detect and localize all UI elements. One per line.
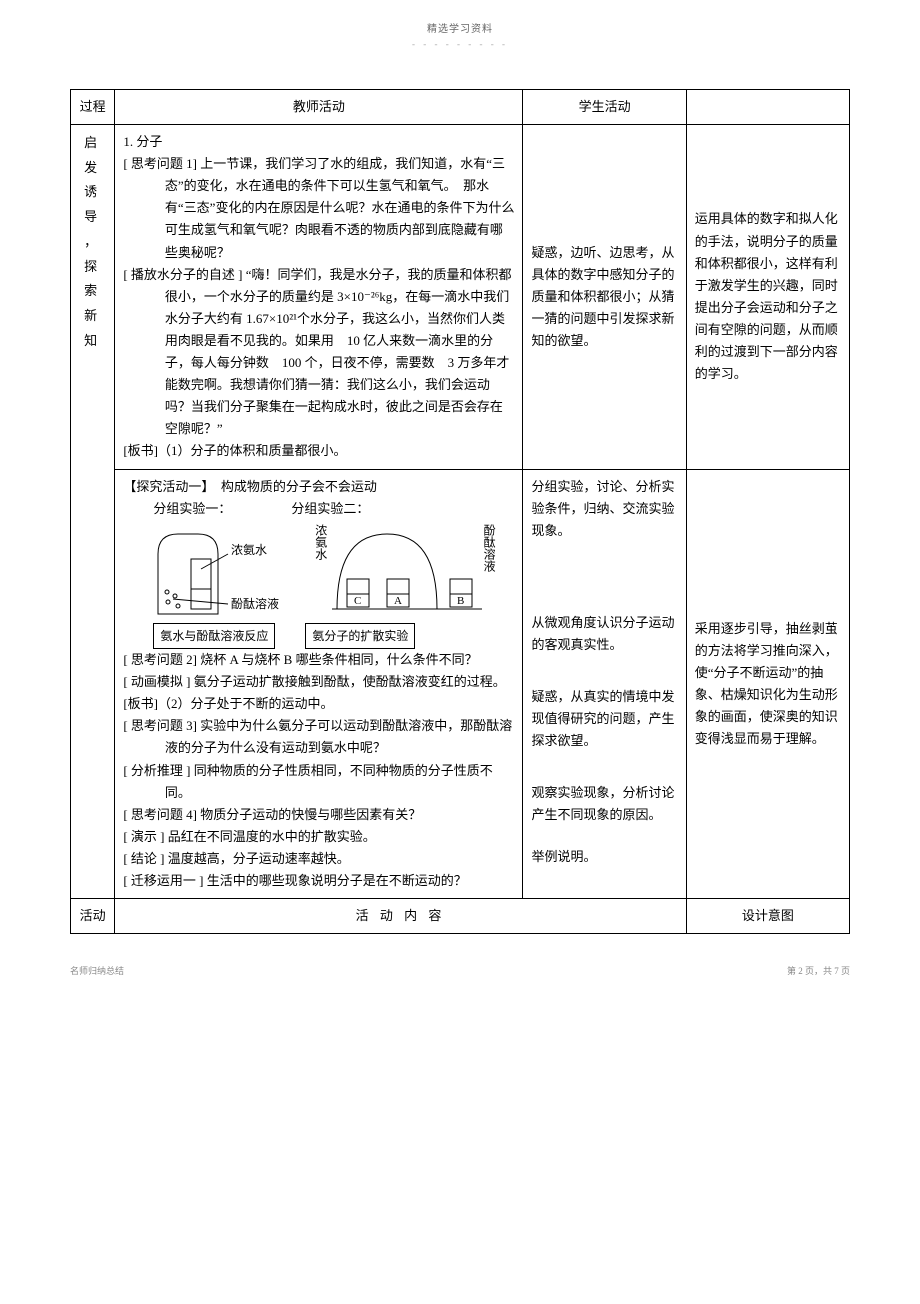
- question-3: [ 思考问题 3] 实验中为什么氨分子可以运动到酚酞溶液中，那酚酞溶液的分子为什…: [123, 715, 514, 759]
- table-header-row: 过程 教师活动 学生活动: [71, 90, 850, 125]
- student-cell-2: 分组实验，讨论、分析实验条件，归纳、交流实验现象。 从微观角度认识分子运动的客观…: [523, 469, 686, 899]
- design-cell-2: 采用逐步引导，抽丝剥茧的方法将学习推向深入，使“分子不断运动”的抽象、枯燥知识化…: [686, 469, 849, 899]
- doc-header: 精选学习资料: [70, 20, 850, 35]
- lesson-plan-table: 过程 教师活动 学生活动 启 发 诱 导 ， 探 索 新 知: [70, 89, 850, 934]
- design-intent-2: 采用逐步引导，抽丝剥茧的方法将学习推向深入，使“分子不断运动”的抽象、枯燥知识化…: [695, 618, 841, 751]
- diagram-1: 浓氨水 酚酞溶液: [153, 524, 283, 619]
- process-cell: 启 发 诱 导 ， 探 索 新 知: [71, 125, 115, 899]
- th-student: 学生活动: [523, 90, 686, 125]
- page-footer: 名师归纳总结 第 2 页，共 7 页: [70, 964, 850, 977]
- conclusion-block: [ 结论 ] 温度越高，分子运动速率越快。: [123, 848, 514, 870]
- exp1-label: 分组实验一：: [153, 498, 231, 520]
- doc-header-dots: - - - - - - - - -: [70, 39, 850, 49]
- student-cell-1: 疑惑，边听、边思考，从具体的数字中感知分子的质量和体积都很小；从猜一猜的问题中引…: [523, 125, 686, 469]
- board-note-2: [板书]（2）分子处于不断的运动中。: [123, 693, 514, 715]
- label-ammonia-2: 浓氨水: [313, 524, 327, 619]
- beaker-svg-1: 浓氨水 酚酞溶液: [153, 524, 283, 619]
- student-p5: 举例说明。: [531, 846, 677, 868]
- caption-row: 氨水与酚酞溶液反应 氨分子的扩散实验: [153, 623, 514, 649]
- student-p1: 分组实验，讨论、分析实验条件，归纳、交流实验现象。: [531, 476, 677, 542]
- analysis-block: [ 分析推理 ] 同种物质的分子性质相同，不同种物质的分子性质不同。: [123, 760, 514, 804]
- apply-block: [ 迁移运用一 ] 生活中的哪些现象说明分子是在不断运动的？: [123, 870, 514, 892]
- table-row: 启 发 诱 导 ， 探 索 新 知 1. 分子 [ 思考问题 1] 上一节课，我…: [71, 125, 850, 469]
- student-activity-1: 疑惑，边听、边思考，从具体的数字中感知分子的质量和体积都很小；从猜一猜的问题中引…: [531, 242, 677, 352]
- caption-1: 氨水与酚酞溶液反应: [153, 623, 275, 649]
- question-1: [ 思考问题 1] 上一节课，我们学习了水的组成，我们知道，水有“三态”的变化，…: [123, 153, 514, 263]
- process-vertical-text: 启 发 诱 导 ， 探 索 新 知: [79, 131, 106, 353]
- svg-text:B: B: [457, 595, 464, 607]
- design-intent-1: 运用具体的数字和拟人化的手法，说明分子的质量和体积都很小，这样有利于激发学生的兴…: [695, 208, 841, 385]
- play-block: [ 播放水分子的自述 ] “嗨！同学们，我是水分子，我的质量和体积都很小，一个水…: [123, 264, 514, 441]
- exp2-label: 分组实验二：: [291, 498, 369, 520]
- board-note-1: [板书]（1）分子的体积和质量都很小。: [123, 440, 514, 462]
- question-2: [ 思考问题 2] 烧杯 A 与烧杯 B 哪些条件相同，什么条件不同？: [123, 649, 514, 671]
- teacher-cell-1: 1. 分子 [ 思考问题 1] 上一节课，我们学习了水的组成，我们知道，水有“三…: [115, 125, 523, 469]
- question-4: [ 思考问题 4] 物质分子运动的快慢与哪些因素有关？: [123, 804, 514, 826]
- animation-block: [ 动画模拟 ] 氨分子运动扩散接触到酚酞，使酚酞溶液变红的过程。: [123, 671, 514, 693]
- label-phenol: 酚酞溶液: [231, 596, 279, 611]
- label-phenol-2: 酚酞溶液: [482, 524, 496, 619]
- footer-c2: 活 动 内 容: [115, 899, 686, 934]
- student-p3: 疑惑，从真实的情境中发现值得研究的问题，产生探求欲望。: [531, 686, 677, 752]
- student-p2: 从微观角度认识分子运动的客观真实性。: [531, 612, 677, 656]
- footer-left-text: 名师归纳总结: [70, 966, 124, 976]
- th-process: 过程: [71, 90, 115, 125]
- beaker-svg-2: C A B: [332, 524, 482, 619]
- table-row: 【探究活动一】 构成物质的分子会不会运动 分组实验一： 分组实验二：: [71, 469, 850, 899]
- design-cell-1: 运用具体的数字和拟人化的手法，说明分子的质量和体积都很小，这样有利于激发学生的兴…: [686, 125, 849, 469]
- teacher-cell-2: 【探究活动一】 构成物质的分子会不会运动 分组实验一： 分组实验二：: [115, 469, 523, 899]
- section-title: 1. 分子: [123, 131, 514, 153]
- footer-c1: 活动: [71, 899, 115, 934]
- label-ammonia: 浓氨水: [231, 543, 267, 557]
- svg-text:A: A: [394, 595, 402, 607]
- footer-c3: 设计意图: [686, 899, 849, 934]
- table-footer-row: 活动 活 动 内 容 设计意图: [71, 899, 850, 934]
- svg-text:C: C: [354, 595, 361, 607]
- footer-right-text: 第 2 页，共 7 页: [787, 964, 850, 977]
- demo-block: [ 演示 ] 品红在不同温度的水中的扩散实验。: [123, 826, 514, 848]
- diagram-2: 浓氨水 C A: [313, 524, 496, 619]
- explore-title: 【探究活动一】 构成物质的分子会不会运动: [123, 476, 514, 498]
- caption-2: 氨分子的扩散实验: [305, 623, 415, 649]
- th-design: [686, 90, 849, 125]
- diagram-row: 浓氨水 酚酞溶液 浓氨水: [153, 524, 514, 619]
- student-p4: 观察实验现象，分析讨论产生不同现象的原因。: [531, 782, 677, 826]
- th-teacher: 教师活动: [115, 90, 523, 125]
